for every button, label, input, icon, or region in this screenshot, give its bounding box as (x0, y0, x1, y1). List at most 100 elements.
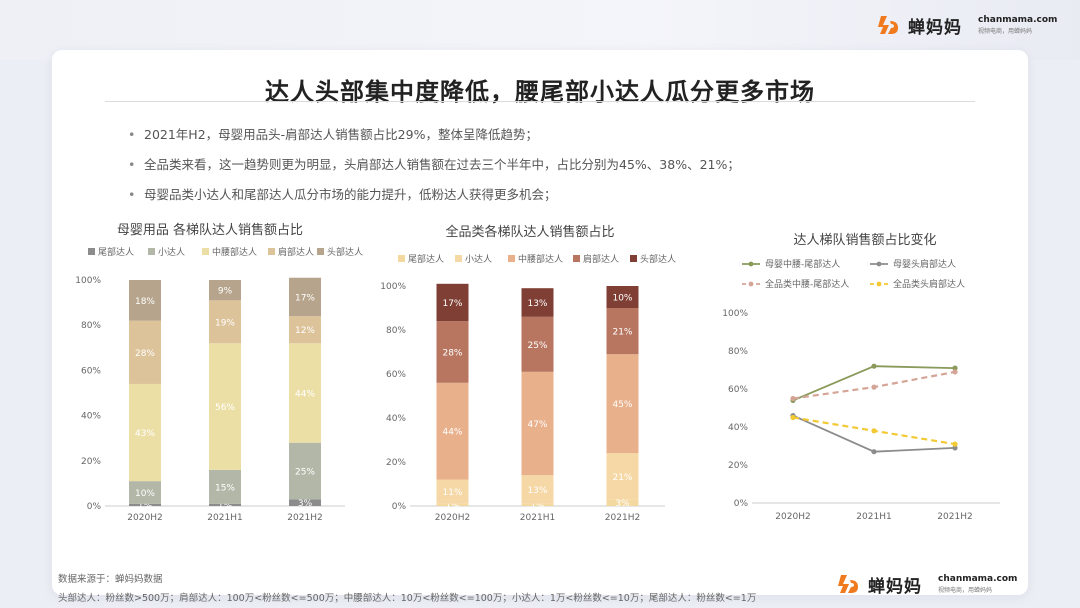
chart3-legend-marker (748, 261, 754, 267)
chart2-legend-swatch (573, 255, 580, 262)
chart2-legend-swatch (398, 255, 405, 262)
chart1-data-label: 17% (295, 293, 315, 303)
chart2-data-label: 28% (442, 349, 462, 359)
chart2-y-tick: 100% (380, 282, 406, 292)
chart2-data-label: 44% (442, 428, 462, 438)
tier-definition: 头部达人：粉丝数>500万；肩部达人：100万<粉丝数<=500万；中腰部达人：… (58, 593, 757, 604)
chart2-bar-segment (436, 479, 469, 504)
footer-domain: chanmama.com (938, 574, 1018, 584)
chart2-data-label: 25% (527, 341, 547, 351)
chart2-bar-segment (436, 321, 469, 383)
chart1-data-label: 44% (295, 390, 315, 400)
chart1-bar-segment (209, 280, 241, 301)
chart1-data-label: 9% (218, 287, 233, 297)
chart1-legend-label: 肩部达人 (278, 246, 314, 258)
chart1-bar-segment (209, 503, 241, 506)
chart1-y-tick: 20% (81, 457, 101, 467)
chart2-legend-label: 小达人 (465, 253, 492, 265)
bullet-item: • 2021年H2，母婴用品头-肩部达人销售额占比29%，整体呈降低趋势； (128, 126, 740, 156)
chart1-bar-segment (209, 343, 241, 470)
chart2-bar-segment (521, 288, 554, 317)
chart1-y-tick: 80% (81, 321, 101, 331)
chart1-data-label: 28% (135, 349, 155, 359)
chart2-data-label: 17% (442, 299, 462, 309)
chart2-legend-swatch (630, 255, 637, 262)
chart3-legend-label: 全品类头肩部达人 (893, 278, 965, 290)
chart1-legend-label: 头部达人 (327, 246, 363, 258)
chart2-bar-segment (521, 371, 554, 476)
chart3-legend-marker (876, 281, 882, 287)
chart1-data-label: 43% (135, 429, 155, 439)
chart3-y-tick: 20% (728, 461, 748, 471)
header-domain: chanmama.com (978, 15, 1058, 25)
chart1-legend-swatch (88, 248, 95, 255)
chart1-bar-segment (289, 316, 321, 344)
chart1-bar-segment (289, 499, 321, 506)
data-source: 数据来源于：蝉妈妈数据 (58, 574, 163, 585)
chart1-y-tick: 100% (75, 276, 101, 286)
chart2-bar-segment (606, 453, 639, 500)
bullet-text: 2021年H2，母婴用品头-肩部达人销售额占比29%，整体呈降低趋势； (144, 127, 538, 142)
chart3-data-point (952, 441, 958, 447)
chart1-data-label: 10% (135, 489, 155, 499)
chart2-bar-segment (521, 503, 554, 506)
chart3-x-tick: 2020H2 (775, 512, 810, 522)
chart2-data-label: 47% (527, 420, 547, 430)
chart1-bar-segment (129, 503, 161, 506)
chart3-legend-label: 母婴头肩部达人 (893, 258, 956, 270)
chart3-legend-label: 全品类中腰-尾部达人 (765, 278, 849, 290)
chart2-data-label: 45% (612, 400, 632, 410)
chart1-bar-segment (289, 343, 321, 443)
chart1-legend-swatch (317, 248, 324, 255)
chart1-bar-segment (129, 320, 161, 384)
chart1-y-tick: 40% (81, 412, 101, 422)
chart1-legend-swatch (202, 248, 209, 255)
header-slogan: 视频电商，用蝉妈妈 (978, 28, 1033, 35)
footer-logo: 蝉妈妈 chanmama.com 视频电商，用蝉妈妈 (836, 571, 1017, 597)
chart1-data-label: 19% (215, 318, 235, 328)
chart2-bar-segment (606, 499, 639, 506)
bullet-item: • 全品类来看，这一趋势则更为明显，头肩部达人销售额在过去三个半年中，占比分别为4… (128, 156, 740, 186)
chart1-data-label: 56% (215, 403, 235, 413)
chart1-data-label: 15% (215, 483, 235, 493)
footer-brand-name: 蝉妈妈 (868, 576, 922, 597)
header-brand-name: 蝉妈妈 (908, 17, 962, 38)
chart1-legend-swatch (148, 248, 155, 255)
chart2-bar-segment (436, 283, 469, 322)
bullet-text: 全品类来看，这一趋势则更为明显，头肩部达人销售额在过去三个半年中，占比分别为45… (144, 157, 740, 172)
chart2-data-label: 3% (615, 499, 630, 509)
bullet-dot-icon: • (128, 157, 136, 172)
chart2-bar-segment (436, 382, 469, 480)
chart3-data-point (952, 365, 958, 371)
chart3-legend-label: 母婴中腰-尾部达人 (765, 258, 840, 270)
chart2-data-label: 10% (612, 294, 632, 304)
chart3-data-point (790, 414, 796, 421)
chart1-legend-swatch (268, 248, 275, 255)
chart1-data-label: 12% (295, 326, 315, 336)
chart3-data-point (952, 369, 958, 375)
chart2-y-tick: 20% (386, 458, 406, 468)
chart3-title: 达人梯队销售额占比变化 (793, 233, 937, 248)
chart3-x-tick: 2021H1 (856, 512, 891, 522)
chart2-title: 全品类各梯队达人销售额占比 (445, 225, 615, 240)
chart2-data-label: 13% (527, 299, 547, 309)
chart1-legend-label: 尾部达人 (98, 246, 134, 258)
chart2-x-tick: 2020H2 (435, 513, 470, 523)
chart3-data-point (871, 384, 877, 390)
chart1-x-tick: 2021H1 (207, 513, 242, 523)
chart2-data-label: 11% (442, 488, 462, 498)
chanmama-logo-icon (836, 571, 862, 597)
chart2-data-label: 21% (612, 473, 632, 483)
title-divider (105, 101, 975, 102)
chart2-legend-label: 尾部达人 (408, 253, 444, 265)
chart3-y-tick: 0% (734, 499, 749, 509)
chart2-bar-segment (436, 503, 469, 506)
chart2-y-tick: 0% (392, 502, 407, 512)
chart2-legend-label: 肩部达人 (583, 253, 619, 265)
chart2-y-tick: 40% (386, 414, 406, 424)
chart3-data-point (871, 363, 877, 369)
chart2-bar-segment (606, 308, 639, 355)
chart3-data-point (790, 395, 796, 402)
chanmama-logo-icon (876, 12, 902, 38)
bullet-item: • 母婴品类小达人和尾部达人瓜分市场的能力提升，低粉达人获得更多机会； (128, 186, 740, 216)
